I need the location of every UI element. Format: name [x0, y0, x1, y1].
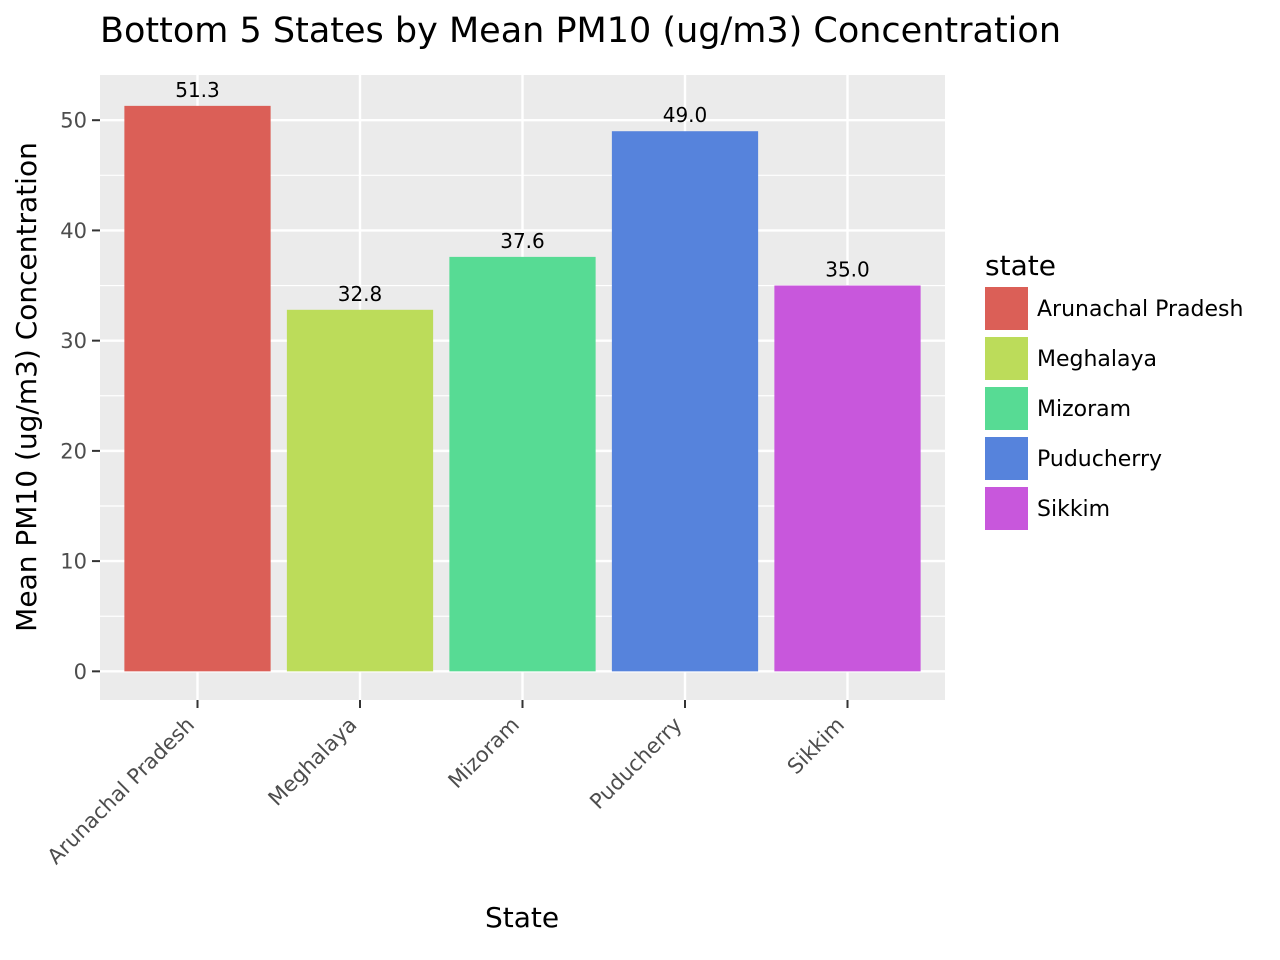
y-tick-label: 10: [60, 550, 87, 574]
bar: [611, 131, 759, 672]
legend-swatch: [985, 387, 1028, 430]
bar: [124, 105, 271, 672]
legend-swatch: [985, 287, 1028, 330]
x-axis-title: State: [485, 901, 559, 934]
x-tick-label: Puducherry: [585, 713, 686, 814]
chart-title: Bottom 5 States by Mean PM10 (ug/m3) Con…: [100, 11, 1061, 51]
bar: [449, 256, 596, 672]
legend-swatch: [985, 337, 1028, 380]
y-axis: 0 10 20 30 40 50: [60, 109, 100, 684]
legend-items: Arunachal Pradesh Meghalaya Mizoram Puduche…: [985, 287, 1243, 530]
bar-value-labels: 51.3 32.8 37.6 49.0 35.0: [175, 78, 870, 306]
bar-value-label: 49.0: [663, 103, 708, 127]
x-tick-label: Mizoram: [444, 713, 524, 793]
x-tick-label: Sikkim: [783, 713, 849, 779]
y-tick-label: 50: [60, 109, 87, 133]
y-tick-label: 40: [60, 219, 87, 243]
bars: [124, 105, 921, 672]
y-tick-label: 30: [60, 329, 87, 353]
legend-label: Mizoram: [1037, 397, 1131, 422]
x-tick-label: Arunachal Pradesh: [43, 713, 199, 869]
y-tick-label: 0: [74, 660, 87, 684]
legend-label: Meghalaya: [1037, 347, 1157, 372]
bar-value-label: 35.0: [825, 258, 870, 282]
legend: state Arunachal Pradesh Meghalaya Mizoram P…: [985, 249, 1243, 530]
y-axis-title: Mean PM10 (ug/m3) Concentration: [10, 142, 43, 632]
bar-value-label: 51.3: [175, 78, 220, 102]
legend-swatch: [985, 487, 1028, 530]
bar-value-label: 32.8: [338, 282, 383, 306]
x-axis: Arunachal Pradesh Meghalaya Mizoram Puduche…: [43, 700, 849, 869]
legend-title: state: [985, 249, 1056, 282]
x-tick-label: Meghalaya: [264, 713, 362, 811]
legend-swatch: [985, 437, 1028, 480]
bar: [774, 285, 921, 672]
y-tick-label: 20: [60, 439, 87, 463]
bar-value-label: 37.6: [500, 229, 545, 253]
legend-label: Arunachal Pradesh: [1037, 297, 1243, 322]
legend-label: Puducherry: [1037, 447, 1162, 472]
legend-label: Sikkim: [1037, 497, 1110, 522]
bar: [286, 309, 434, 672]
